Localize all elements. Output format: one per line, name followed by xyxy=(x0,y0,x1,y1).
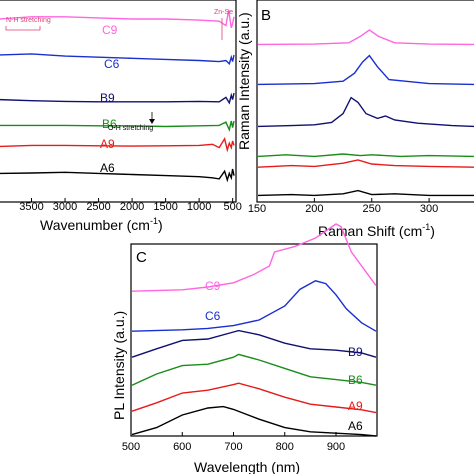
panel-a-frame xyxy=(0,0,237,203)
series-label-b9: B9 xyxy=(100,91,115,105)
x-tick-label: 2000 xyxy=(120,201,144,213)
series-label-a9: A9 xyxy=(100,137,115,151)
x-tick-label: 900 xyxy=(327,441,345,453)
series-line-b9 xyxy=(131,329,377,358)
x-tick-label: 700 xyxy=(224,441,242,453)
series-line-b6 xyxy=(131,353,377,386)
panel-b-ylabel: Raman Intensity (a.u.) xyxy=(236,12,252,150)
annotation-oh-arrowhead xyxy=(149,119,155,124)
series-label-a6: A6 xyxy=(100,161,115,175)
panel-b-raman: B Raman Intensity (a.u.) 150 200 250 300 Ra… xyxy=(236,0,474,239)
annotation-znse: Zn-Se xyxy=(214,9,233,16)
series-label-c6: C6 xyxy=(205,309,221,323)
series-line-b9 xyxy=(257,96,474,128)
annotation-oh-stretching: O-H stretching xyxy=(108,125,153,132)
x-tick-label: 3000 xyxy=(53,201,77,213)
series-line-a9 xyxy=(131,382,377,414)
x-tick-label: 200 xyxy=(305,203,323,215)
panel-c-label: C xyxy=(136,249,147,266)
x-tick-label: 500 xyxy=(223,201,241,213)
panel-c-ylabel: PL Intensity (a.u.) xyxy=(111,311,127,420)
x-tick-label: 250 xyxy=(363,203,381,215)
panel-c-xlabel: Wavelength (nm) xyxy=(194,459,300,474)
series-label-c6: C6 xyxy=(104,57,120,71)
series-line-c9 xyxy=(131,223,377,292)
x-tick-label: 3500 xyxy=(19,201,43,213)
annotation-nh-bracket xyxy=(5,26,41,31)
series-label-c9: C9 xyxy=(102,23,118,37)
x-tick-label: 150 xyxy=(248,203,266,215)
series-line-a6 xyxy=(0,168,235,183)
series-label-b9: B9 xyxy=(348,345,363,359)
x-tick-label: 500 xyxy=(122,441,140,453)
series-line-a6 xyxy=(257,189,474,197)
series-line-c6 xyxy=(131,280,377,332)
panel-a-ftir: C9 C6 B9 B6 A9 A6 N-H stretching Zn-Se O-H stret… xyxy=(0,0,242,233)
x-tick-label: 2500 xyxy=(86,201,110,213)
series-line-c9 xyxy=(0,10,235,28)
panel-c-pl: C PL Intensity (a.u.) C9 C6 B9 B6 A9 A6 500 60… xyxy=(111,223,378,474)
series-line-c6 xyxy=(257,54,474,86)
x-tick-label: 800 xyxy=(276,441,294,453)
x-tick-label: 300 xyxy=(420,203,438,215)
x-tick-label: 1000 xyxy=(187,201,211,213)
series-line-b9 xyxy=(0,92,235,105)
series-line-c9 xyxy=(257,29,474,46)
series-line-b6 xyxy=(0,120,235,133)
series-line-c6 xyxy=(0,53,235,66)
series-label-c9: C9 xyxy=(205,279,221,293)
series-line-a9 xyxy=(257,159,474,168)
panel-c-frame xyxy=(130,243,378,437)
annotation-nh-stretching: N-H stretching xyxy=(6,17,51,24)
panel-b-frame xyxy=(256,0,474,203)
series-label-a6: A6 xyxy=(348,419,363,433)
x-tick-label: 1500 xyxy=(153,201,177,213)
x-tick-label: 600 xyxy=(173,441,191,453)
series-line-a6 xyxy=(131,405,377,437)
series-line-a9 xyxy=(0,137,235,153)
series-line-b6 xyxy=(257,153,474,158)
series-label-b6: B6 xyxy=(348,373,363,387)
panel-a-xlabel: Wavenumber (cm-1) xyxy=(40,216,163,233)
series-label-a9: A9 xyxy=(348,399,363,413)
panel-b-label: B xyxy=(261,7,271,24)
series-label-b6: B6 xyxy=(102,117,117,131)
